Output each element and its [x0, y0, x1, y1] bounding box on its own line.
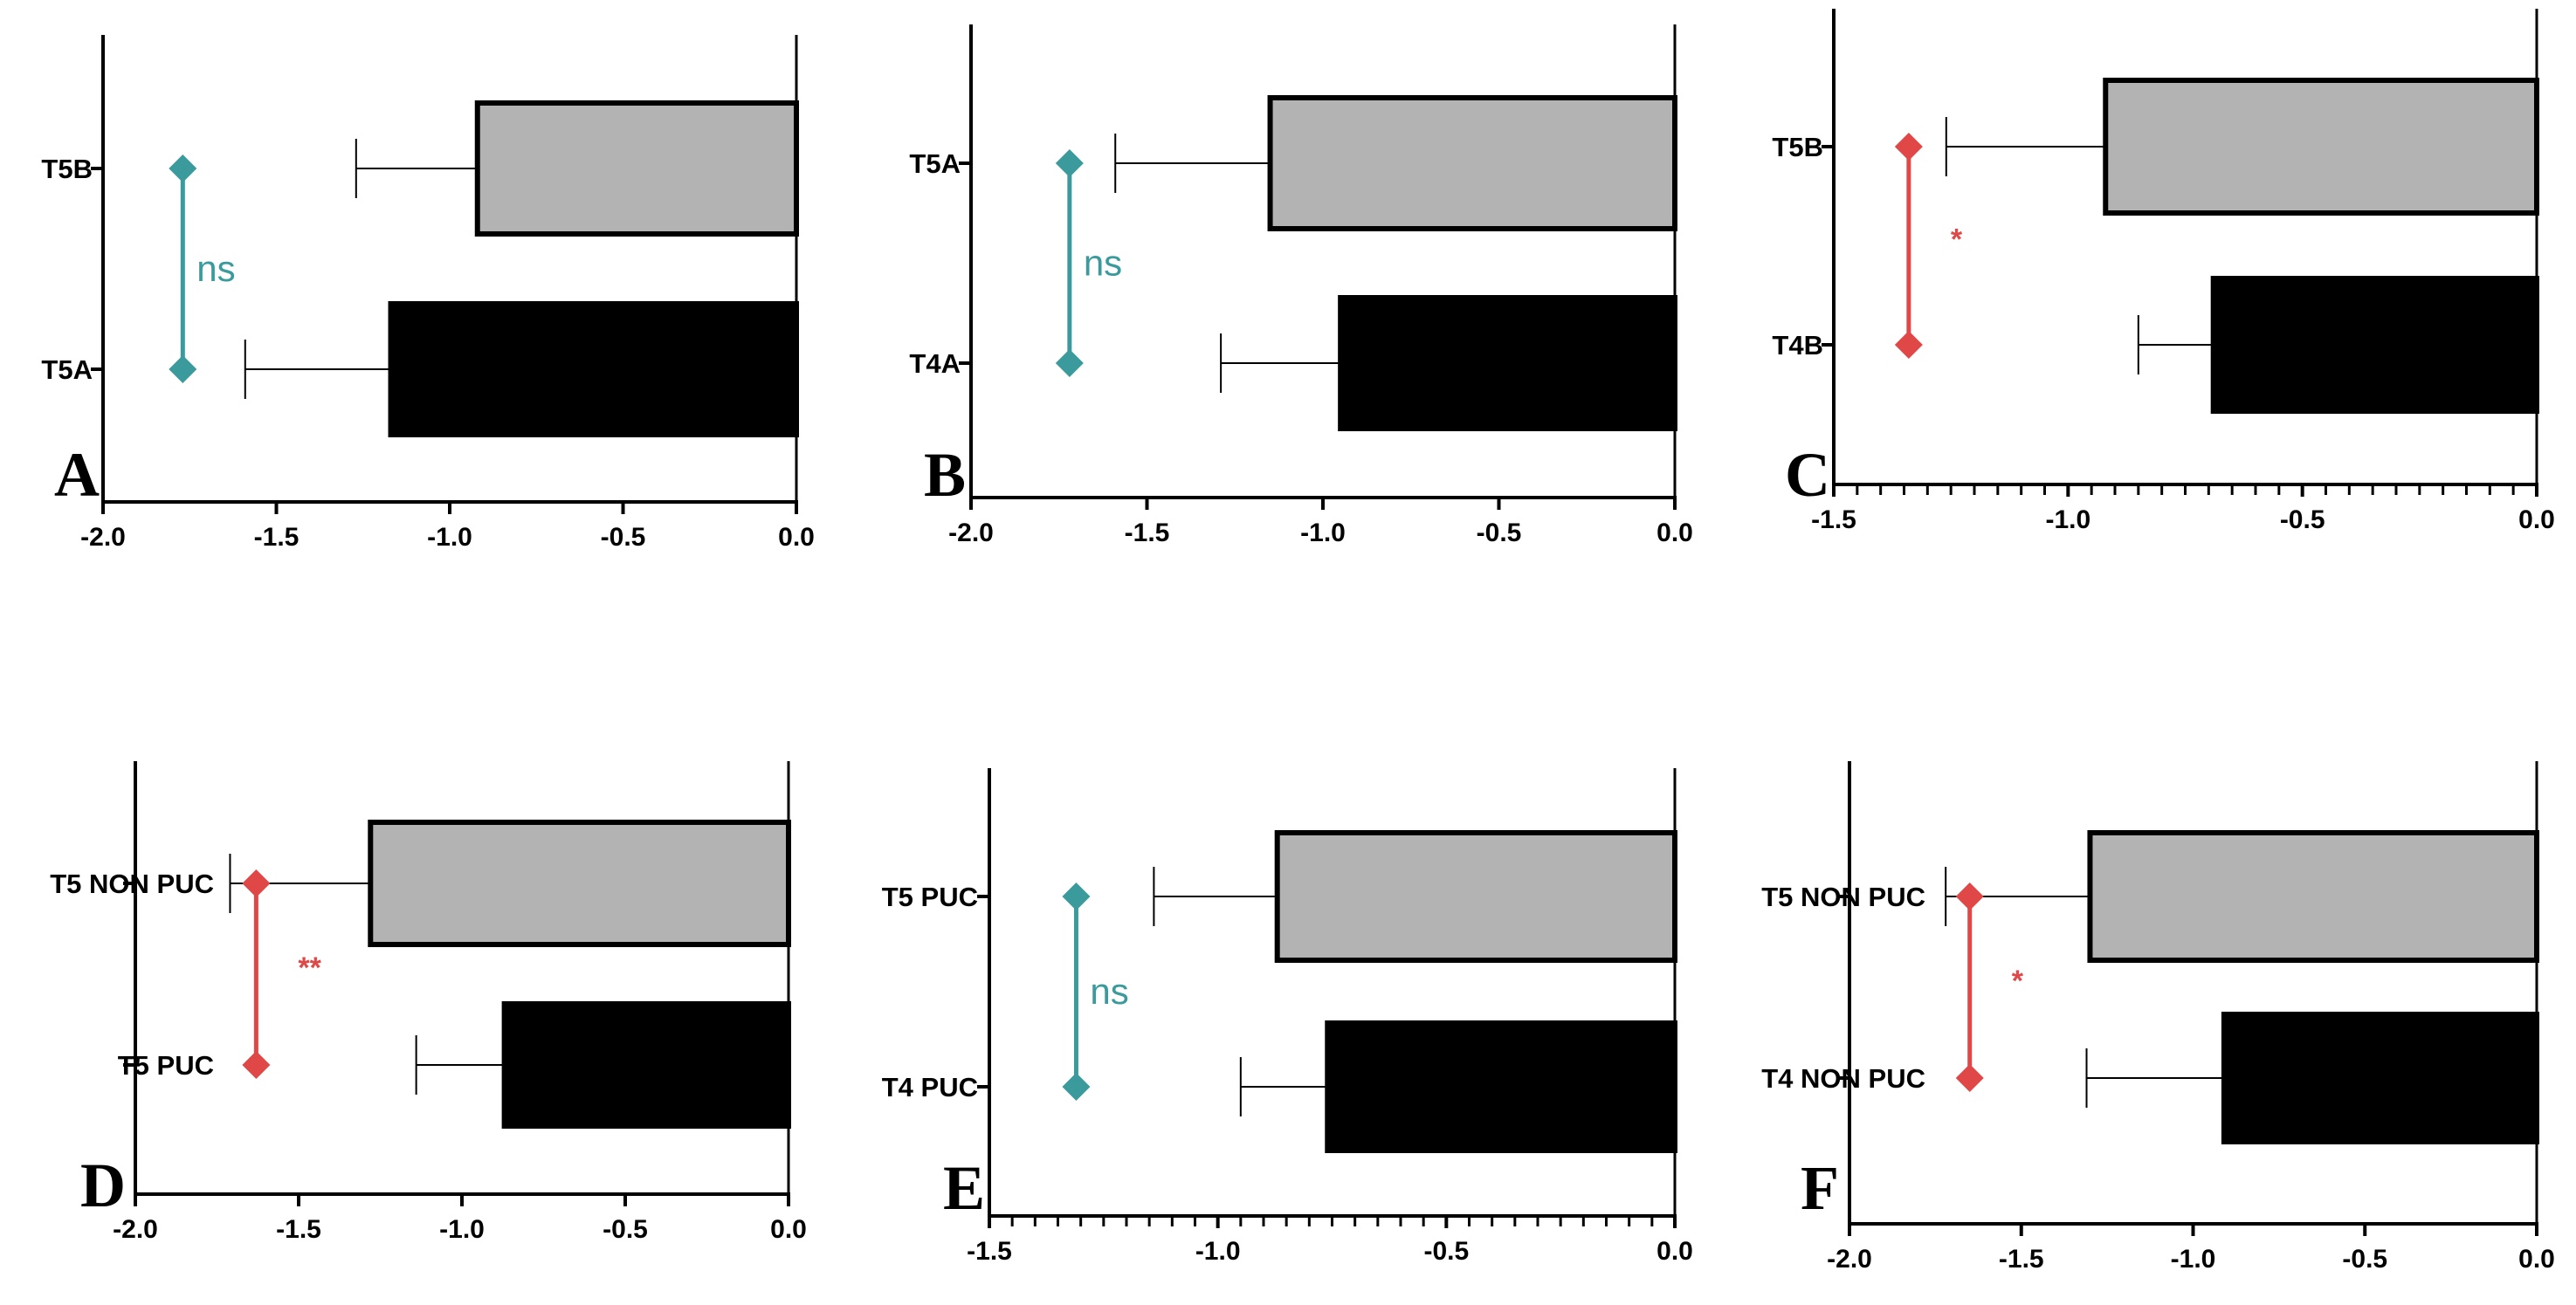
- bar-t5b: [474, 100, 799, 237]
- x-tick-label: -0.5: [1477, 519, 1522, 547]
- panel-letter: F: [1801, 1153, 1839, 1223]
- panel-letter: A: [54, 440, 100, 510]
- bar-t5a: [1267, 95, 1678, 231]
- x-tick-label: -0.5: [2280, 505, 2325, 534]
- x-tick-label: -1.0: [2171, 1245, 2216, 1274]
- significance-label: ns: [1090, 971, 1128, 1012]
- panel-letter: C: [1785, 440, 1830, 510]
- bar-t5-non-puc: [2087, 830, 2539, 963]
- x-tick-label: -0.5: [2342, 1245, 2387, 1274]
- x-tick-label: 0.0: [770, 1215, 807, 1244]
- x-tick-label: -1.0: [427, 523, 472, 552]
- x-tick-label: -2.0: [1827, 1245, 1872, 1274]
- x-tick-label: -1.5: [1125, 519, 1170, 547]
- panel-letter: D: [80, 1150, 126, 1220]
- x-tick-label: -2.0: [80, 523, 126, 552]
- significance-marker: [1055, 349, 1084, 377]
- x-tick-label: 0.0: [1656, 1237, 1693, 1266]
- significance-label: ns: [196, 248, 235, 289]
- significance-marker: [1894, 331, 1923, 359]
- x-tick-label: -0.5: [601, 523, 646, 552]
- significance-marker: [1062, 883, 1091, 910]
- x-tick-label: -1.0: [439, 1215, 485, 1244]
- significance-marker: [169, 155, 197, 182]
- category-label: T5 NON PUC: [50, 869, 214, 899]
- bar-t5b: [2103, 78, 2539, 216]
- chart-panel-b: -2.0 -1.5 -1.0 -0.5 0.0 T5A T4A ns B: [909, 24, 1693, 547]
- chart-panel-e: -1.5 -1.0 -0.5 0.0 T5 PUC T4 PUC ns E: [882, 768, 1693, 1266]
- bar-t5-puc: [501, 1001, 791, 1129]
- significance-marker: [242, 1051, 271, 1079]
- x-tick-label: -1.0: [1300, 519, 1346, 547]
- x-tick-label: 0.0: [2518, 505, 2555, 534]
- category-label: T5 PUC: [882, 882, 978, 912]
- significance-marker: [1894, 133, 1923, 161]
- bar-t4-non-puc: [2221, 1012, 2540, 1144]
- x-tick-label: -1.5: [1811, 505, 1856, 534]
- category-label: T5 NON PUC: [1761, 882, 1925, 912]
- bar-t4a: [1338, 295, 1678, 431]
- category-label: T5 PUC: [118, 1050, 214, 1081]
- category-label: T4 PUC: [882, 1072, 978, 1102]
- x-tick-label: -2.0: [948, 519, 994, 547]
- x-tick-label: 0.0: [2518, 1245, 2555, 1274]
- significance-marker: [1062, 1073, 1091, 1101]
- panel-letter: E: [943, 1153, 985, 1223]
- bar-t5-non-puc: [368, 820, 791, 947]
- x-tick-label: -0.5: [1423, 1237, 1469, 1266]
- category-label: T4B: [1772, 330, 1823, 361]
- category-label: T4A: [909, 348, 961, 379]
- bar-t4b: [2210, 276, 2539, 414]
- x-tick-label: -1.5: [276, 1215, 321, 1244]
- bar-t5a: [388, 301, 799, 437]
- significance-marker: [242, 869, 271, 897]
- significance-marker: [1955, 883, 1984, 910]
- panel-letter: B: [924, 440, 966, 510]
- x-tick-label: -1.5: [1999, 1245, 2044, 1274]
- x-tick-label: -1.5: [967, 1237, 1012, 1266]
- x-tick-label: 0.0: [1656, 519, 1693, 547]
- chart-panel-f: -2.0 -1.5 -1.0 -0.5 0.0 T5 NON PUC T4 NON PUC *…: [1761, 761, 2555, 1274]
- bar-t4-puc: [1325, 1020, 1678, 1153]
- bar-t5-puc: [1274, 830, 1677, 963]
- x-tick-label: -1.0: [1195, 1237, 1241, 1266]
- x-tick-label: -1.0: [2045, 505, 2090, 534]
- significance-label: *: [1951, 223, 1963, 257]
- category-label: T5A: [41, 354, 93, 385]
- x-tick-label: -1.5: [254, 523, 300, 552]
- x-tick-label: -2.0: [113, 1215, 158, 1244]
- significance-marker: [1955, 1064, 1984, 1092]
- chart-panel-c: -1.5 -1.0 -0.5 0.0 T5B T4B * C: [1772, 9, 2555, 534]
- significance-label: ns: [1084, 243, 1122, 284]
- significance-marker: [169, 355, 197, 383]
- category-label: T5B: [41, 154, 93, 184]
- chart-panel-d: -2.0 -1.5 -1.0 -0.5 0.0 T5 NON PUC T5 PUC ** D: [50, 761, 807, 1244]
- chart-panel-a: -2.0 -1.5 -1.0 -0.5 0.0 T5B T5A ns A: [41, 35, 815, 552]
- category-label: T4 NON PUC: [1761, 1063, 1925, 1094]
- category-label: T5A: [909, 148, 961, 179]
- x-tick-label: -0.5: [603, 1215, 648, 1244]
- x-tick-label: 0.0: [778, 523, 815, 552]
- significance-label: *: [2012, 965, 2024, 998]
- significance-marker: [1055, 149, 1084, 177]
- category-label: T5B: [1772, 132, 1823, 162]
- significance-label: **: [298, 951, 321, 985]
